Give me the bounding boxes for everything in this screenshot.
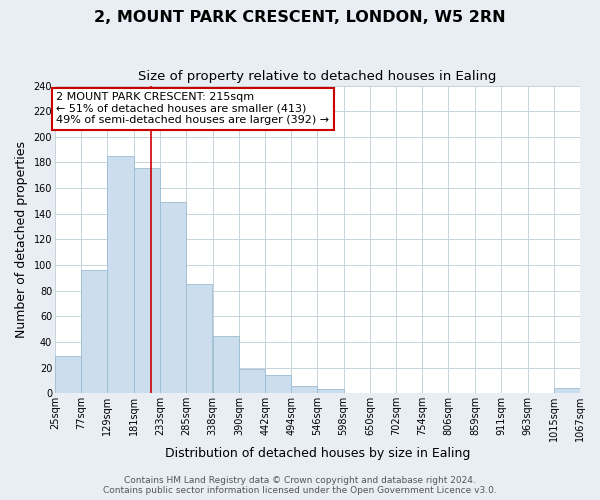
Text: Contains HM Land Registry data © Crown copyright and database right 2024.
Contai: Contains HM Land Registry data © Crown c…: [103, 476, 497, 495]
Text: 2 MOUNT PARK CRESCENT: 215sqm
← 51% of detached houses are smaller (413)
49% of : 2 MOUNT PARK CRESCENT: 215sqm ← 51% of d…: [56, 92, 329, 125]
Bar: [291, 386, 317, 394]
Bar: [55, 356, 81, 394]
Bar: [81, 270, 107, 394]
Bar: [239, 369, 265, 394]
Bar: [107, 156, 134, 394]
Bar: [160, 202, 186, 394]
Bar: [212, 336, 239, 394]
Title: Size of property relative to detached houses in Ealing: Size of property relative to detached ho…: [138, 70, 497, 83]
Bar: [265, 376, 291, 394]
Y-axis label: Number of detached properties: Number of detached properties: [15, 141, 28, 338]
Bar: [186, 284, 212, 394]
X-axis label: Distribution of detached houses by size in Ealing: Distribution of detached houses by size …: [165, 447, 470, 460]
Bar: [554, 388, 580, 394]
Bar: [317, 390, 344, 394]
Text: 2, MOUNT PARK CRESCENT, LONDON, W5 2RN: 2, MOUNT PARK CRESCENT, LONDON, W5 2RN: [94, 10, 506, 25]
Bar: [134, 168, 160, 394]
